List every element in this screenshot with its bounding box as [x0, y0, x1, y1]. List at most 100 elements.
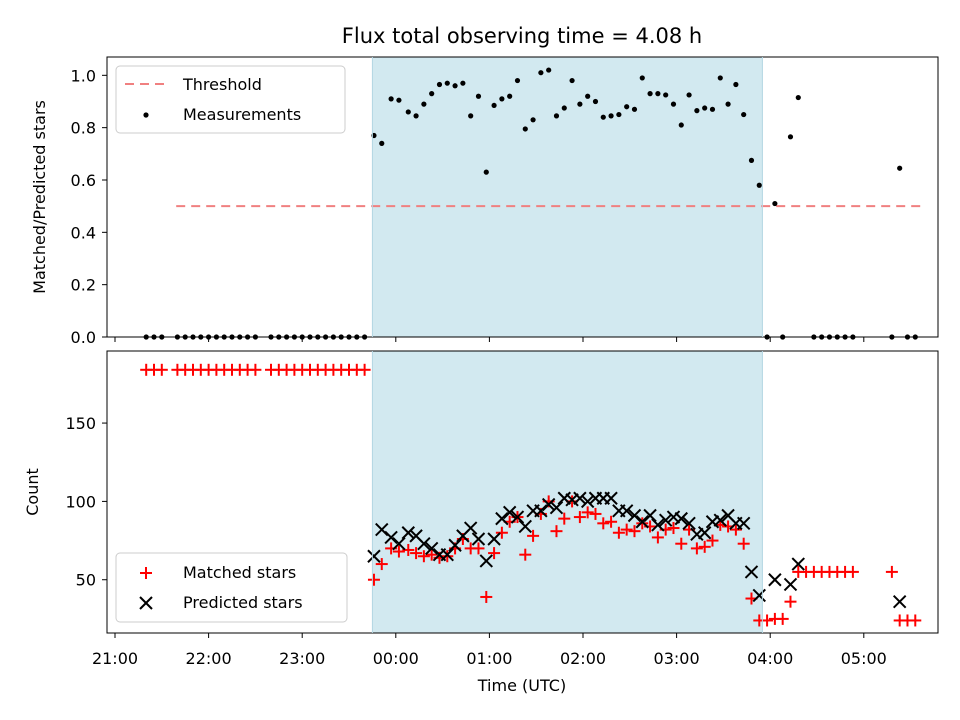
legend-measurements-label: Measurements [183, 105, 301, 124]
predicted-star-point [768, 573, 782, 587]
measurement-point [499, 96, 505, 102]
measurement-point [569, 77, 575, 84]
measurement-point [600, 114, 606, 120]
matched-star-point [417, 550, 430, 563]
matched-star-point [761, 614, 774, 627]
bottom-axes-frame [106, 350, 939, 634]
measurement-point [436, 81, 443, 88]
matched-star-point [367, 573, 380, 586]
predicted-star-point [384, 530, 398, 545]
legend-predicted-swatch [139, 596, 153, 610]
measurement-point [522, 126, 528, 132]
predicted-star-point [651, 518, 665, 532]
bottom-panel: 50 100 150 21:00 22:00 23:00 00:00 01:00 02:00 0… [23, 350, 939, 695]
predicted-star-point [604, 491, 618, 505]
predicted-star-point [471, 532, 486, 546]
x-tick-label: 02:00 [560, 649, 606, 668]
x-tick-label: 00:00 [373, 649, 419, 668]
measurement-point [379, 140, 385, 146]
measurement-point [787, 134, 794, 140]
x-tick-label: 23:00 [279, 649, 325, 668]
matched-star-point [249, 363, 262, 376]
matched-star-point [737, 537, 750, 550]
matched-star-point [784, 595, 797, 608]
matched-star-point [488, 547, 501, 560]
measurement-point [624, 104, 630, 110]
matched-star-point [597, 517, 610, 530]
predicted-star-point [440, 547, 454, 562]
matched-star-point [706, 534, 719, 547]
x-tick-label: 03:00 [654, 649, 700, 668]
measurement-point [608, 113, 614, 119]
predicted-star-point [643, 508, 657, 523]
matched-star-point [527, 529, 540, 542]
measurement-point [468, 113, 474, 119]
legend-predicted-label: Predicted stars [183, 593, 303, 612]
matched-star-point [495, 526, 508, 539]
x-tick-label: 01:00 [466, 649, 512, 668]
measurement-point [717, 75, 723, 81]
measurement-point [585, 93, 591, 99]
measurement-point [631, 106, 638, 112]
matched-star-point [410, 547, 423, 560]
top-panel: 0.0 0.2 0.4 0.6 0.8 1.0 Flux total observing … [30, 24, 939, 347]
predicted-star-point [424, 541, 439, 556]
predicted-star-point [392, 536, 406, 551]
bottom-y-tick-label: 50 [76, 571, 96, 590]
top-legend-box [115, 65, 346, 134]
measurement-point [772, 200, 778, 207]
measurement-point [741, 111, 747, 118]
matched-star-point [909, 614, 922, 627]
legend-threshold-label: Threshold [182, 75, 262, 94]
matched-star-point [776, 612, 789, 625]
measurement-point [413, 113, 419, 119]
predicted-star-point [791, 557, 805, 571]
predicted-star-point [744, 565, 759, 579]
bottom-y-axis-label: Count [23, 468, 42, 516]
measurement-point [514, 77, 521, 84]
predicted-star-point [495, 511, 509, 526]
measurement-point [553, 113, 560, 119]
matched-star-point [441, 550, 454, 563]
measurement-point [702, 105, 708, 111]
matched-star-point [667, 522, 680, 535]
measurement-point [475, 93, 482, 99]
top-y-tick-label: 0.0 [71, 328, 96, 347]
top-y-tick-label: 0.4 [71, 223, 96, 242]
chart-title: Flux total observing time = 4.08 h [342, 24, 702, 48]
measurement-point [491, 102, 497, 109]
matched-star-point [581, 506, 594, 519]
predicted-star-point [658, 513, 673, 527]
measurement-point [444, 80, 450, 86]
predicted-star-point [619, 504, 634, 518]
measurement-point [592, 98, 599, 105]
x-tick-label: 22:00 [186, 649, 232, 668]
x-tick-label: 05:00 [841, 649, 887, 668]
legend-matched-swatch [140, 567, 152, 579]
measurement-point [577, 101, 583, 107]
measurement-point [546, 67, 552, 73]
matched-star-point [358, 363, 371, 376]
matched-star-point [675, 537, 688, 550]
measurement-point [538, 70, 544, 76]
predicted-star-point [541, 497, 556, 512]
top-y-tick-label: 0.8 [71, 119, 96, 138]
predicted-star-point [752, 588, 766, 603]
measurement-point [421, 101, 427, 107]
matched-star-point [375, 558, 388, 571]
matched-star-point [392, 545, 405, 558]
measurement-point [795, 94, 801, 101]
measurement-point [639, 75, 645, 81]
top-y-tick-label: 0.6 [71, 171, 96, 190]
matched-star-point [155, 363, 168, 376]
legend-matched-label: Matched stars [183, 563, 296, 582]
matched-star-point [573, 511, 586, 524]
matched-star-point [628, 525, 641, 538]
matched-star-point [885, 565, 898, 578]
bottom-observing-window [372, 351, 763, 633]
predicted-star-point [502, 505, 517, 520]
matched-star-point [690, 542, 703, 555]
x-axis-label: Time (UTC) [477, 676, 566, 695]
measurement-point [429, 91, 435, 97]
